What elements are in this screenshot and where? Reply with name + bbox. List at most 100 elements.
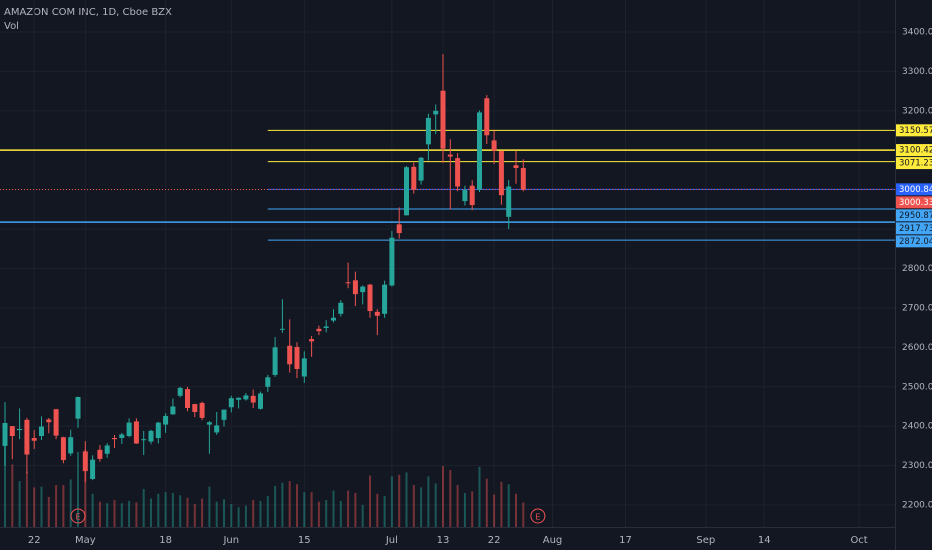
candle-body [82,451,88,472]
volume-bar [442,466,444,527]
candle-body [374,311,380,316]
candle-body [287,345,293,365]
candle-body [258,393,263,409]
candle-body [206,422,212,425]
candle-body [404,167,409,216]
volume-bar [171,492,174,527]
volume-bar [259,500,262,527]
x-tick-label: Aug [543,535,563,546]
x-tick-label: 13 [437,535,450,546]
candle-body [199,402,205,418]
volume-bar [332,490,335,527]
volume-bar [376,493,379,527]
volume-bar [405,472,408,527]
candle-body [455,158,461,187]
candle-body [17,428,23,431]
x-tick-label: Oct [850,535,867,546]
candle-body [294,346,300,370]
candle-body [243,395,249,400]
candle-body [382,284,388,314]
candle-body [513,165,519,168]
candle-body [345,282,351,284]
candle-body [75,396,81,419]
volume-bar [135,502,138,527]
candle-body [53,409,59,436]
candle-body [192,404,198,412]
candle-body [163,415,169,425]
volume-bar [230,504,233,527]
volume-bar [500,481,503,527]
price-labels: 2200.00 2300.00 2400.00 2500.00 2600.00 2700.… [28,28,932,546]
price-label: 2872.04 [899,237,932,247]
y-tick-label: 2200.00 [902,501,932,511]
price-label: 3100.42 [899,146,932,156]
x-tick-label: Sep [696,535,715,546]
candle-body [520,167,526,190]
chart-title: AMAZON COM INC, 1D, Cboe BZX [4,7,172,18]
y-tick-label: 3300.00 [902,67,932,77]
candle-body [309,339,315,342]
candle-body [440,90,446,149]
volume-bar [522,502,525,527]
event-label: E [535,513,540,522]
candle-body [2,423,8,446]
candle-body [331,317,336,321]
volume-bar [106,503,109,527]
price-label: 3000.33 [899,198,932,208]
volume-bar [4,432,6,527]
volume-bar [47,496,50,527]
candle-body [9,426,15,437]
volume-bar [485,478,488,527]
candle-body [24,419,30,455]
volume-bar [237,507,240,527]
volume-bar [507,484,510,527]
price-label: 2950.87 [899,211,932,221]
volume [4,432,525,527]
candle-body [316,328,322,332]
candle-body [367,284,373,312]
candle-body [411,166,417,190]
candle-body [90,459,96,479]
candle-body [279,328,285,330]
y-tick-label: 2300.00 [902,461,932,471]
volume-bar [266,496,269,527]
volume-bar [347,490,350,527]
volume-bar [150,498,152,527]
candle-body [31,437,37,441]
x-tick-label: 22 [28,535,41,546]
candle-body [301,358,307,377]
volume-bar [91,493,94,527]
price-label-bg [896,157,932,170]
candle-body [389,237,395,286]
volume-bar [98,501,101,527]
candle-body [477,112,482,190]
price-label: 2917.73 [899,224,932,234]
volume-bar [463,492,466,527]
volume-bar [478,466,481,527]
volume-bar [339,500,342,527]
volume-bar [310,492,313,527]
x-tick-label: Jun [222,535,239,546]
volume-bar [11,464,14,527]
candle-body [126,422,132,437]
volume-bar [420,487,423,527]
price-label-bg [896,209,932,222]
candle-body [228,398,234,408]
volume-bar [69,479,72,527]
volume-bar [40,486,43,527]
y-tick-label: 3200.00 [902,106,932,116]
volume-bar [325,500,328,527]
candle-body [236,397,242,400]
price-label: 3150.57 [899,126,932,136]
candle-body [469,185,475,206]
volume-bar [33,487,36,527]
x-tick-label: 17 [619,535,632,546]
price-label: 3000.84 [899,185,932,195]
candle-body [250,395,256,403]
volume-bar [55,485,58,527]
volume-bar [157,493,160,527]
candle-body [352,280,358,295]
candles [2,54,526,483]
volume-bar [390,476,393,527]
volume-bar [412,485,415,527]
